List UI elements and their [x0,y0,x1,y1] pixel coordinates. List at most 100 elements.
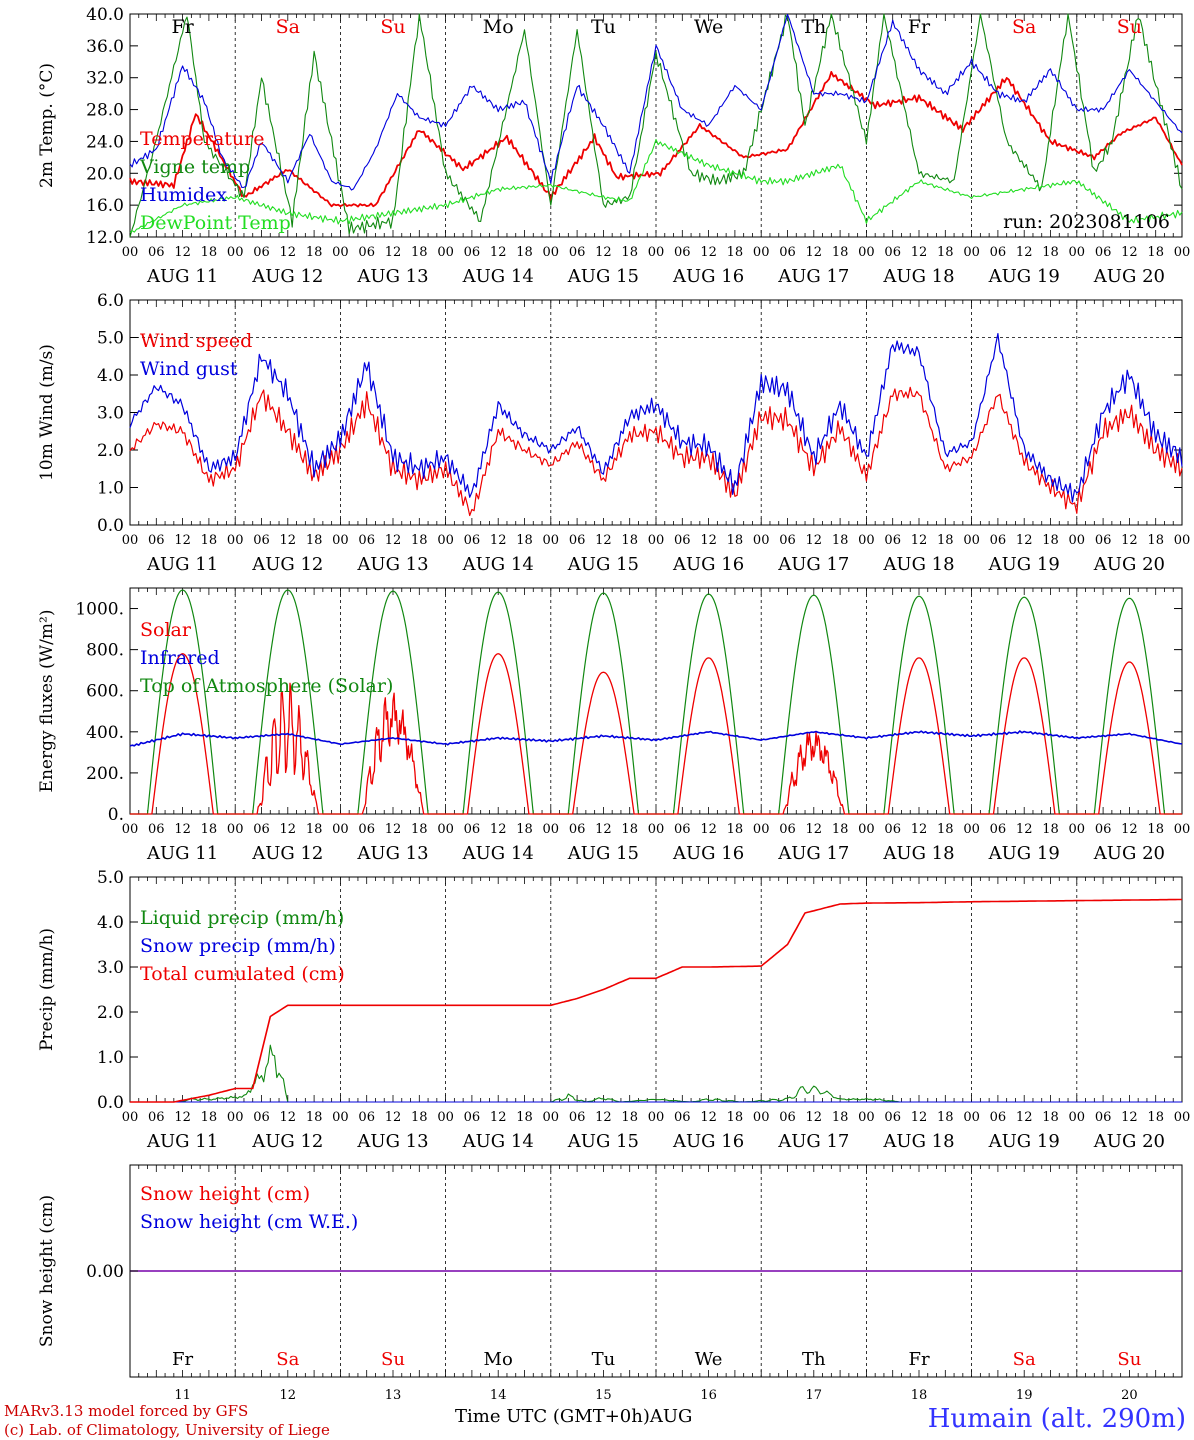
hour-tick-label: 06 [990,533,1007,548]
hour-tick-label: 00 [648,245,665,260]
hour-tick-label: 18 [832,1110,849,1125]
hour-tick-label: 00 [753,1110,770,1125]
series-line [129,13,1183,238]
series-line [130,898,1182,1103]
hour-tick-label: 18 [201,1110,218,1125]
station-name: Humain (alt. 290m) [927,1404,1186,1434]
hour-tick-label: 12 [806,822,823,837]
hour-tick-label: 18 [1042,1110,1059,1125]
y-tick-label: 1.0 [97,1048,124,1068]
hour-tick-label: 00 [1174,533,1191,548]
legend-entry: Snow height (cm) [140,1183,310,1205]
hour-tick-label: 06 [253,1110,270,1125]
hour-tick-label: 06 [464,822,481,837]
hour-tick-label: 06 [779,1110,796,1125]
hour-tick-label: 06 [884,1110,901,1125]
date-label: AUG 16 [672,554,744,575]
hour-tick-label: 12 [1016,245,1033,260]
date-label: AUG 19 [988,843,1060,864]
day-name-label: Tu [592,1349,616,1370]
date-label: AUG 14 [462,1131,534,1152]
hour-tick-label: 00 [122,533,139,548]
y-axis-title: 2m Temp. (°C) [37,63,57,188]
hour-tick-label: 00 [437,1110,454,1125]
hour-tick-label: 06 [148,245,165,260]
date-label: AUG 13 [356,1131,428,1152]
hour-tick-label: 12 [385,1110,402,1125]
hour-tick-label: 12 [174,822,191,837]
series-line [129,13,1183,191]
day-name-label: Su [1117,1349,1141,1370]
hour-tick-label: 00 [437,533,454,548]
hour-tick-label: 12 [490,1110,507,1125]
date-label: AUG 15 [567,554,639,575]
hour-tick-label: 00 [858,533,875,548]
hour-tick-label: 00 [1069,533,1086,548]
date-label: AUG 20 [1093,554,1165,575]
hour-tick-label: 00 [648,533,665,548]
y-tick-label: 4.0 [97,366,124,386]
date-label: AUG 16 [672,1131,744,1152]
hour-tick-label: 06 [358,533,375,548]
hour-tick-label: 06 [569,1110,586,1125]
hour-tick-label: 00 [122,822,139,837]
date-label: AUG 12 [251,554,323,575]
hour-tick-label: 12 [174,1110,191,1125]
series-line [130,653,1182,815]
hour-tick-label: 12 [490,822,507,837]
hour-tick-label: 06 [990,245,1007,260]
hour-tick-label: 18 [1147,822,1164,837]
series-line [129,138,1183,234]
day-number-label: 11 [174,1388,191,1403]
hour-tick-label: 18 [201,245,218,260]
date-label: AUG 18 [882,554,954,575]
hour-tick-label: 00 [648,1110,665,1125]
hour-tick-label: 18 [937,245,954,260]
hour-tick-label: 12 [806,533,823,548]
hour-tick-label: 12 [174,245,191,260]
date-label: AUG 11 [146,1131,218,1152]
hour-tick-label: 06 [674,533,691,548]
date-label: AUG 11 [146,266,218,287]
hour-tick-label: 18 [411,533,428,548]
y-tick-label: 5.0 [97,329,124,349]
legend-entry: Humidex [140,184,227,206]
legend-entry: Temperature [140,128,264,150]
hour-tick-label: 18 [411,245,428,260]
hour-tick-label: 12 [385,533,402,548]
hour-tick-label: 12 [595,822,612,837]
date-label: AUG 12 [251,1131,323,1152]
hour-tick-label: 12 [280,245,297,260]
legend-entry: Vigne temp [139,156,250,178]
hour-tick-label: 00 [858,245,875,260]
hour-tick-label: 00 [858,1110,875,1125]
credit-lab: (c) Lab. of Climatology, University of L… [4,1421,330,1439]
hour-tick-label: 06 [148,1110,165,1125]
hour-tick-label: 00 [1174,245,1191,260]
hour-tick-label: 12 [700,822,717,837]
hour-tick-label: 06 [884,533,901,548]
date-label: AUG 11 [146,554,218,575]
hour-tick-label: 06 [779,533,796,548]
hour-tick-label: 06 [148,533,165,548]
date-label: AUG 18 [882,1131,954,1152]
hour-tick-label: 06 [148,822,165,837]
day-name-label: Fr [908,16,931,38]
hour-tick-label: 12 [806,245,823,260]
hour-tick-label: 00 [437,245,454,260]
date-label: AUG 18 [882,843,954,864]
date-label: AUG 17 [777,266,849,287]
credit-model: MARv3.13 model forced by GFS [4,1402,249,1420]
series-line [129,71,1183,208]
hour-tick-label: 00 [963,245,980,260]
hour-tick-label: 06 [990,1110,1007,1125]
hour-tick-label: 12 [1016,533,1033,548]
day-name-label: Sa [276,16,300,38]
hour-tick-label: 00 [1069,822,1086,837]
legend-entry: DewPoint Temp [140,212,291,234]
hour-tick-label: 12 [595,245,612,260]
series-line [129,386,1183,517]
y-tick-label: 600. [86,682,124,702]
hour-tick-label: 12 [280,533,297,548]
hour-tick-label: 00 [963,533,980,548]
